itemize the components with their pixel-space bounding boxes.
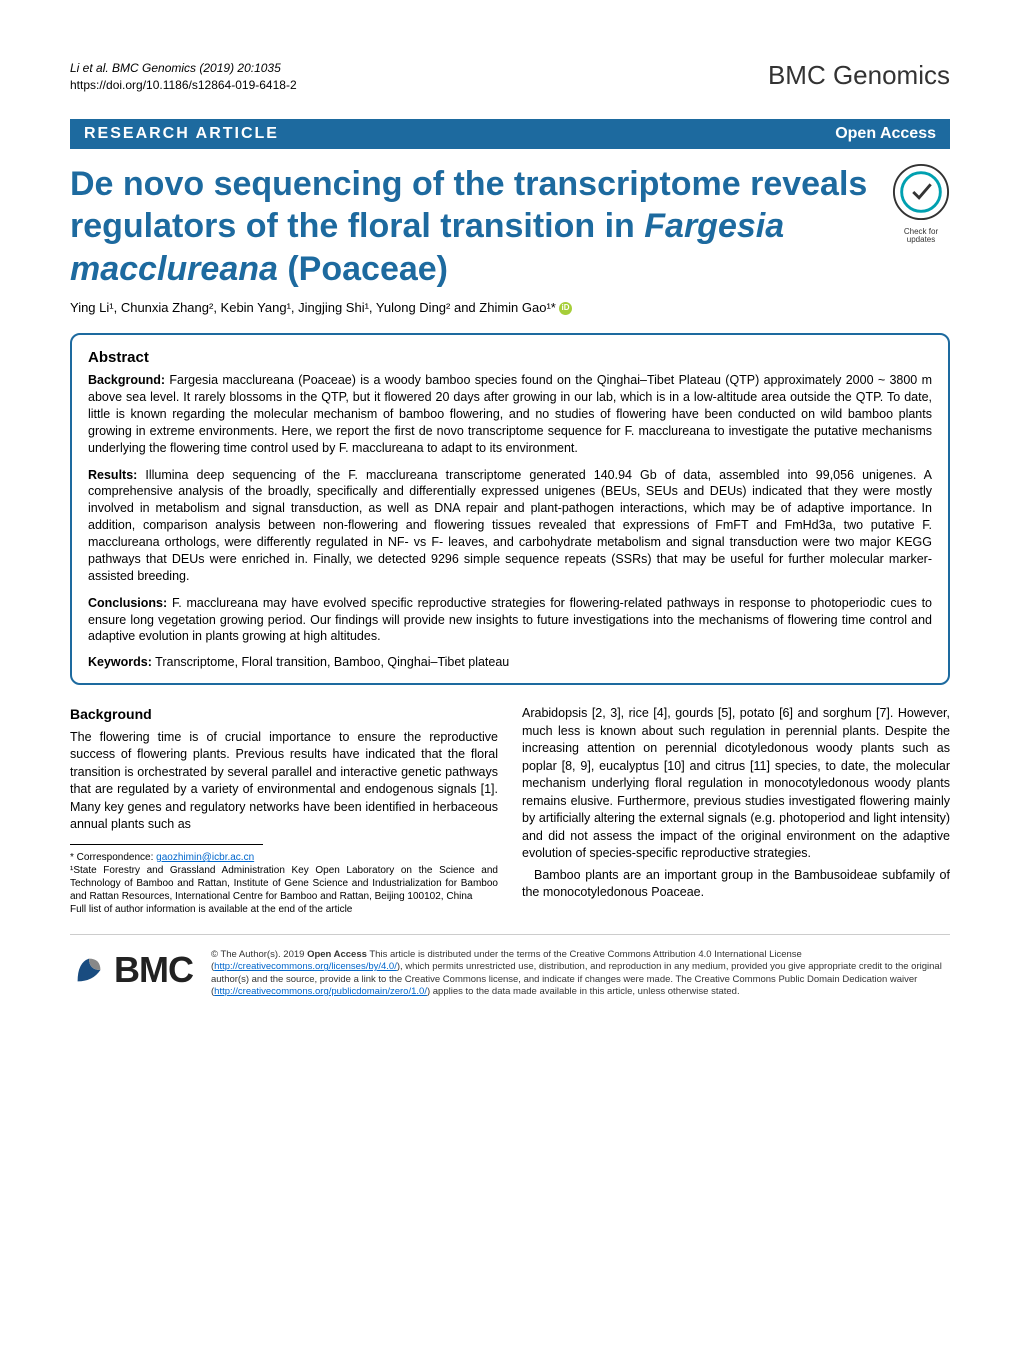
abstract-results: Results: Illumina deep sequencing of the… xyxy=(88,467,932,585)
abstract-conclusions: Conclusions: F. macclureana may have evo… xyxy=(88,595,932,646)
crossmark-icon xyxy=(892,163,950,221)
abstract-background: Background: Fargesia macclureana (Poacea… xyxy=(88,372,932,456)
bmc-text: BMC xyxy=(114,949,193,991)
title-row: De novo sequencing of the transcriptome … xyxy=(70,163,950,301)
keywords-label: Keywords: xyxy=(88,655,152,669)
keywords-text: Transcriptome, Floral transition, Bamboo… xyxy=(152,655,509,669)
license-text: © The Author(s). 2019 Open Access This a… xyxy=(211,949,950,998)
license-link1[interactable]: http://creativecommons.org/licenses/by/4… xyxy=(214,961,397,972)
citation-block: Li et al. BMC Genomics (2019) 20:1035 ht… xyxy=(70,60,297,94)
background-label: Background: xyxy=(88,373,165,387)
footer: BMC © The Author(s). 2019 Open Access Th… xyxy=(70,934,950,998)
header-top: Li et al. BMC Genomics (2019) 20:1035 ht… xyxy=(70,60,950,94)
citation-line1: Li et al. BMC Genomics (2019) 20:1035 xyxy=(70,60,297,77)
abstract-heading: Abstract xyxy=(88,349,932,366)
bmc-logo: BMC xyxy=(70,949,193,991)
body-col-right: Arabidopsis [2, 3], rice [4], gourds [5]… xyxy=(522,705,950,916)
body-col2-p2: Bamboo plants are an important group in … xyxy=(522,867,950,902)
body-col2-text: Arabidopsis [2, 3], rice [4], gourds [5]… xyxy=(522,705,950,863)
authors-text: Ying Li¹, Chunxia Zhang², Kebin Yang¹, J… xyxy=(70,300,556,315)
results-text: Illumina deep sequencing of the F. maccl… xyxy=(88,468,932,583)
citation-doi: https://doi.org/10.1186/s12864-019-6418-… xyxy=(70,77,297,94)
correspondence-email[interactable]: gaozhimin@icbr.ac.cn xyxy=(156,852,254,863)
bmc-icon xyxy=(70,951,108,989)
affiliation-1: ¹State Forestry and Grassland Administra… xyxy=(70,865,498,902)
open-access-label: Open Access xyxy=(835,125,936,143)
article-type-bar: RESEARCH ARTICLE Open Access xyxy=(70,119,950,149)
abstract-keywords: Keywords: Transcriptome, Floral transiti… xyxy=(88,655,932,669)
footnote-divider xyxy=(70,844,263,845)
license-open-access: Open Access xyxy=(307,949,367,960)
affiliation-note: Full list of author information is avail… xyxy=(70,904,352,915)
background-heading: Background xyxy=(70,705,498,725)
body-col-left: Background The flowering time is of cruc… xyxy=(70,705,498,916)
abstract-box: Abstract Background: Fargesia macclurean… xyxy=(70,333,950,685)
journal-name: BMC Genomics xyxy=(768,60,950,91)
article-type-label: RESEARCH ARTICLE xyxy=(84,125,279,143)
background-text: Fargesia macclureana (Poaceae) is a wood… xyxy=(88,373,932,455)
results-label: Results: xyxy=(88,468,137,482)
authors-line: Ying Li¹, Chunxia Zhang², Kebin Yang¹, J… xyxy=(70,300,950,315)
license-pre: © The Author(s). 2019 xyxy=(211,949,307,960)
article-title: De novo sequencing of the transcriptome … xyxy=(70,163,876,291)
check-updates-text: Check forupdates xyxy=(892,228,950,246)
title-part2: (Poaceae) xyxy=(278,250,448,288)
check-updates-badge[interactable]: Check forupdates xyxy=(892,163,950,246)
correspondence-label: * Correspondence: xyxy=(70,852,156,863)
conclusions-text: F. macclureana may have evolved specific… xyxy=(88,596,932,644)
body-col1-text: The flowering time is of crucial importa… xyxy=(70,729,498,834)
orcid-icon[interactable] xyxy=(559,302,572,315)
license-link2[interactable]: http://creativecommons.org/publicdomain/… xyxy=(214,986,427,997)
footnotes: * Correspondence: gaozhimin@icbr.ac.cn ¹… xyxy=(70,851,498,916)
page-container: Li et al. BMC Genomics (2019) 20:1035 ht… xyxy=(0,0,1020,1038)
license-end: ) applies to the data made available in … xyxy=(427,986,740,997)
body-two-column: Background The flowering time is of cruc… xyxy=(70,705,950,916)
conclusions-label: Conclusions: xyxy=(88,596,167,610)
